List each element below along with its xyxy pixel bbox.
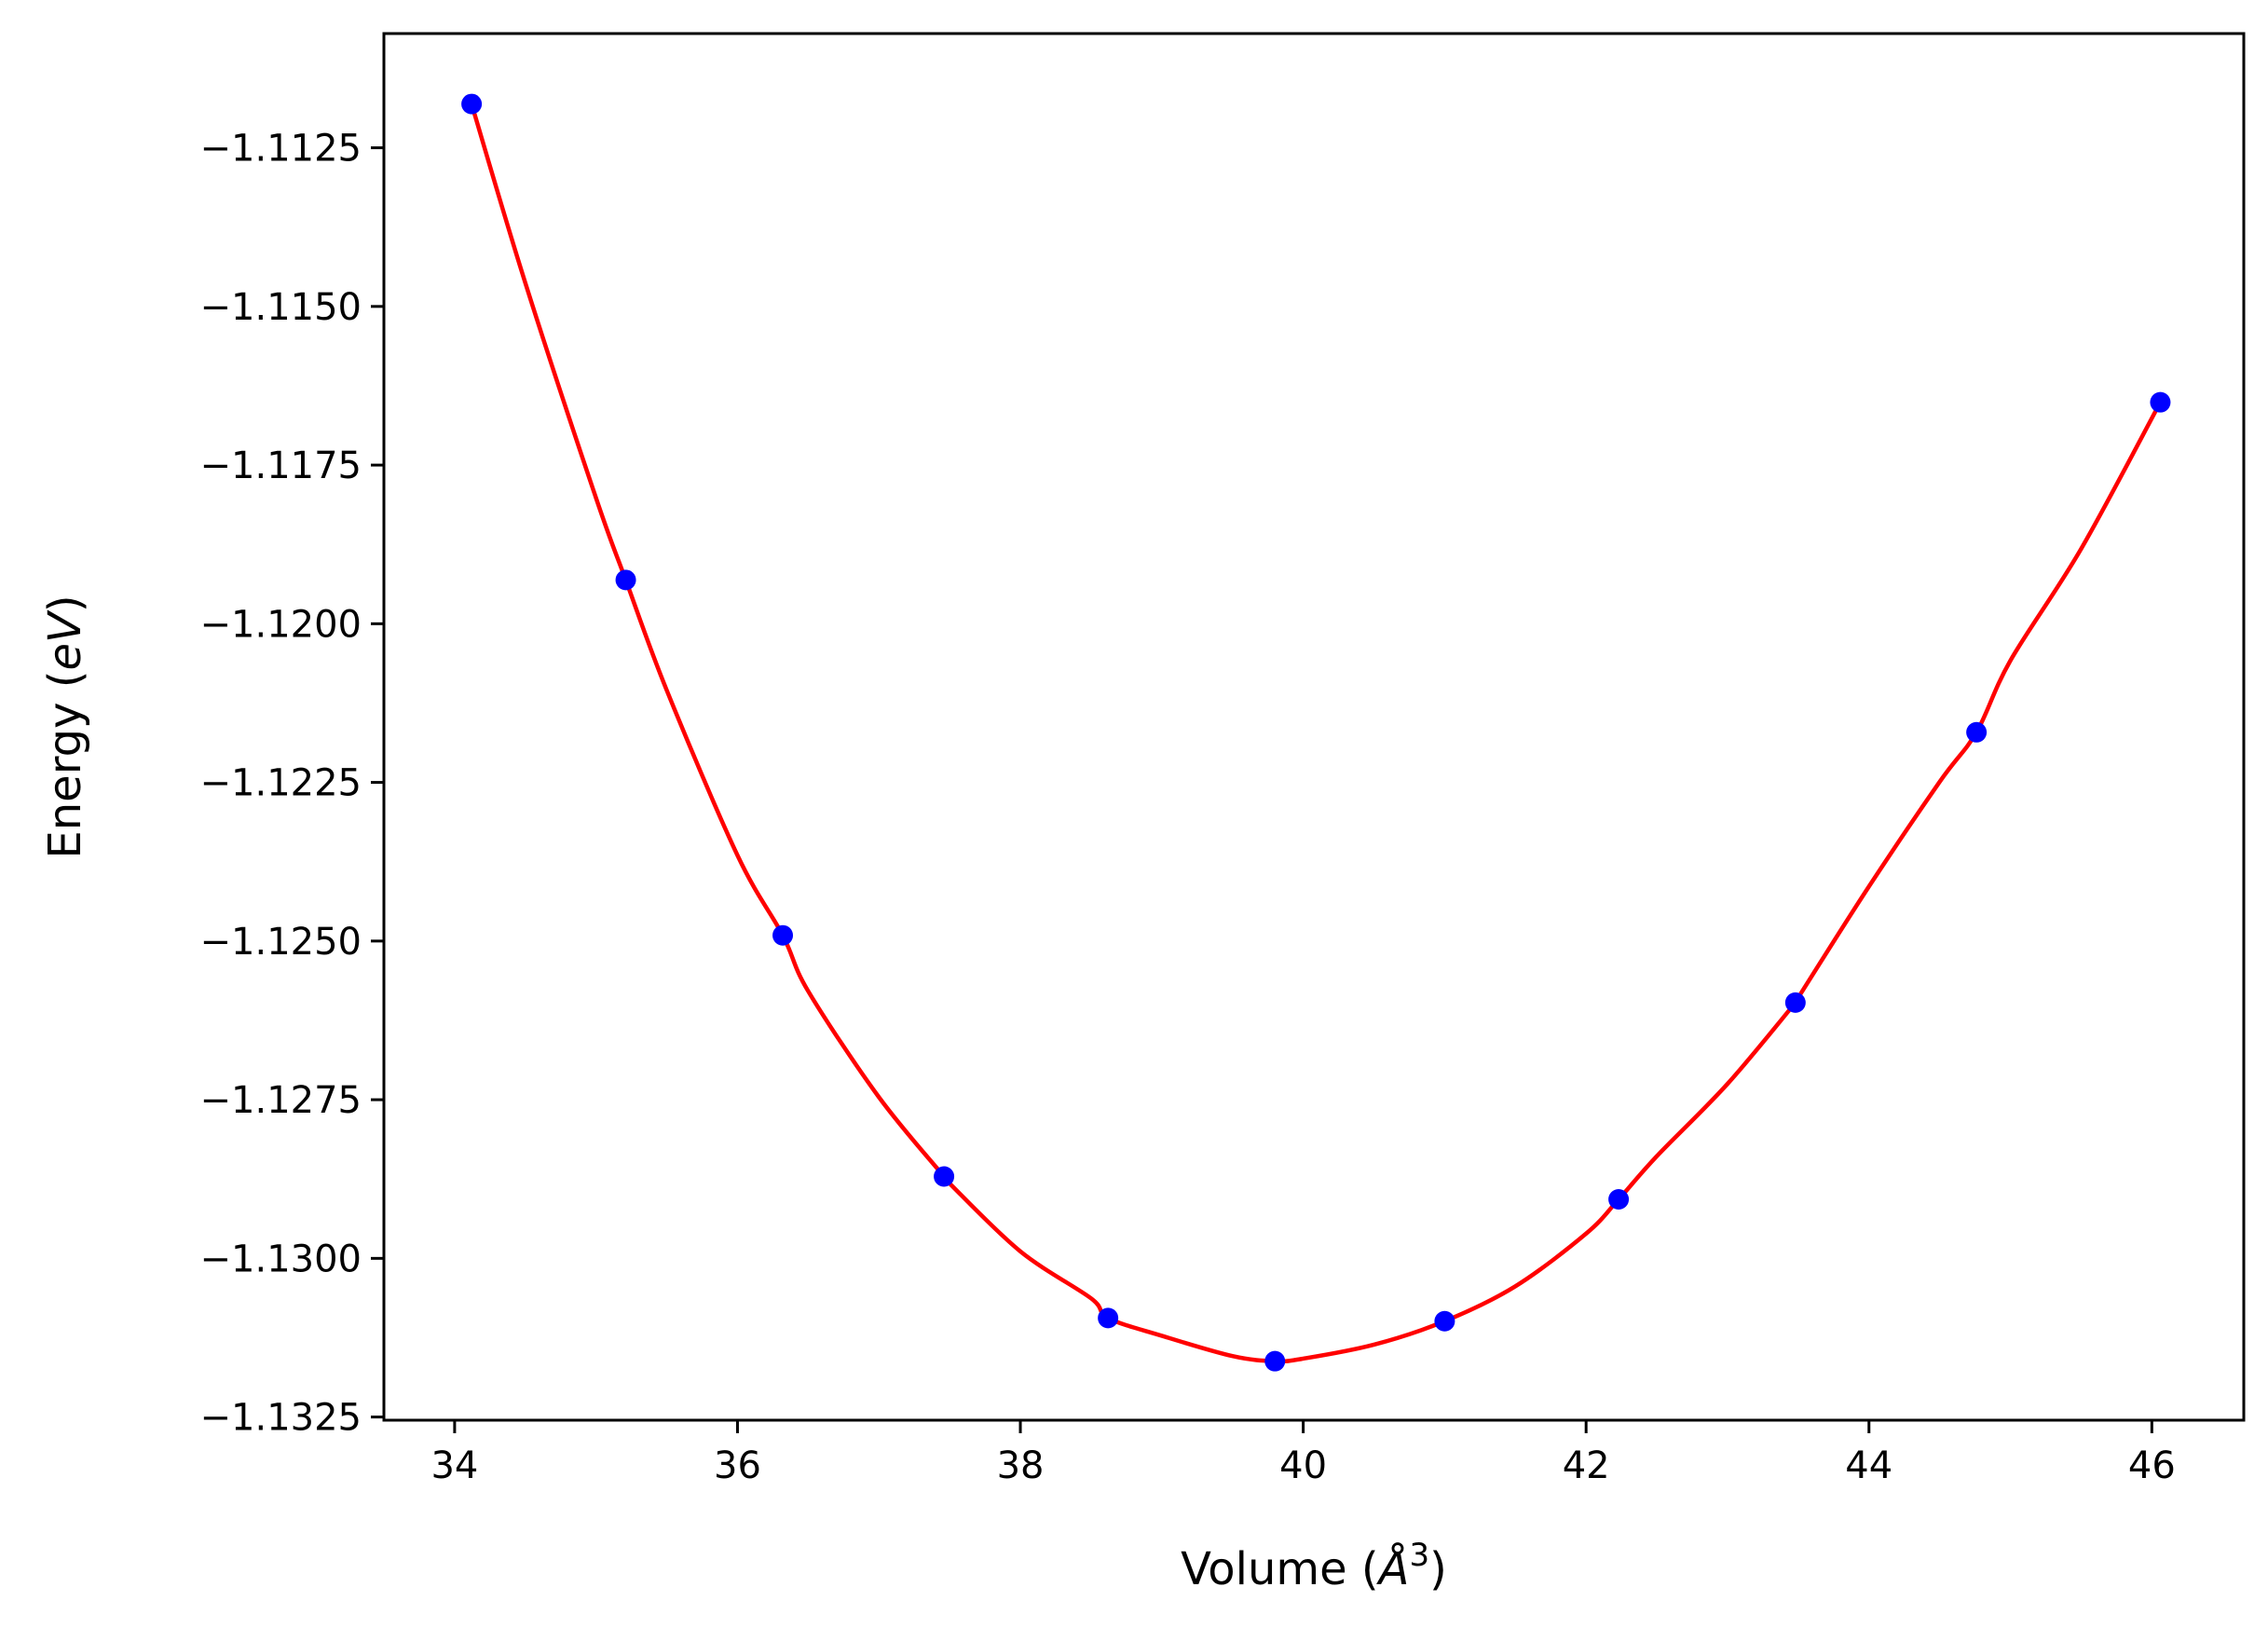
plot-frame bbox=[382, 32, 2246, 1422]
y-tick-label: −1.1300 bbox=[200, 1238, 362, 1280]
y-tick-label: −1.1175 bbox=[200, 445, 362, 487]
y-tick-label: −1.1225 bbox=[200, 762, 362, 805]
x-axis-label: Volume (Å3) bbox=[1181, 1537, 1447, 1595]
x-tick-label: 46 bbox=[2128, 1444, 2176, 1487]
data-point bbox=[934, 1166, 955, 1187]
data-point bbox=[1966, 721, 1988, 743]
data-point bbox=[1608, 1189, 1630, 1211]
x-tick-label: 34 bbox=[430, 1444, 478, 1487]
data-point bbox=[1264, 1350, 1286, 1372]
y-tick-label: −1.1275 bbox=[200, 1079, 362, 1122]
y-tick-label: −1.1125 bbox=[200, 128, 362, 171]
data-point bbox=[2150, 391, 2171, 413]
data-point bbox=[1784, 992, 1806, 1013]
x-tick-label: 38 bbox=[997, 1444, 1045, 1487]
data-point bbox=[1434, 1310, 1455, 1332]
x-tick-label: 44 bbox=[1845, 1444, 1892, 1487]
y-tick-label: −1.1200 bbox=[200, 603, 362, 646]
data-point bbox=[615, 569, 636, 591]
y-tick-label: −1.1325 bbox=[200, 1397, 362, 1440]
x-tick-label: 42 bbox=[1563, 1444, 1610, 1487]
fit-curve-line bbox=[469, 103, 2163, 1364]
data-point bbox=[772, 924, 794, 946]
x-tick-label: 40 bbox=[1279, 1444, 1327, 1487]
data-point bbox=[1098, 1307, 1119, 1329]
x-tick-label: 36 bbox=[714, 1444, 761, 1487]
y-tick-label: −1.1150 bbox=[200, 286, 362, 329]
y-axis-label: Energy (eV) bbox=[39, 595, 91, 858]
y-tick-label: −1.1250 bbox=[200, 921, 362, 964]
data-point bbox=[461, 93, 483, 115]
